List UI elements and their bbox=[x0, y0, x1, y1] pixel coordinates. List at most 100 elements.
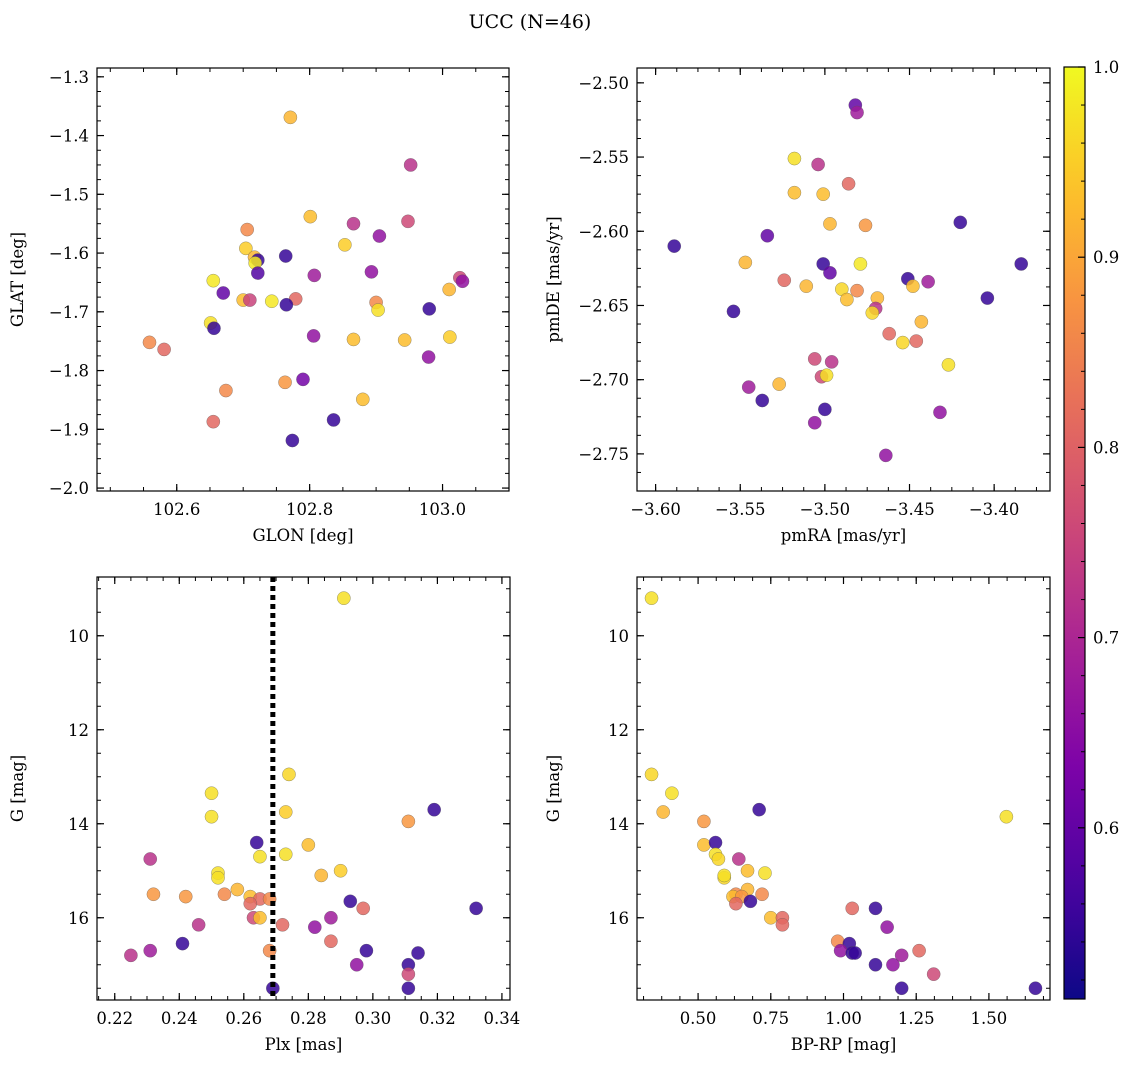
scatter-point bbox=[697, 814, 711, 829]
scatter-point bbox=[282, 767, 296, 782]
scatter-point bbox=[906, 279, 920, 294]
colorbar-tick-label: 0.9 bbox=[1093, 248, 1119, 267]
x-tick-label: 1.25 bbox=[898, 1009, 935, 1028]
axes-frame bbox=[96, 67, 510, 492]
scatter-point bbox=[894, 981, 909, 996]
scatter-point bbox=[303, 209, 318, 224]
scatter-point bbox=[763, 910, 778, 925]
scatter-point bbox=[219, 383, 233, 398]
scatter-point bbox=[644, 591, 659, 606]
scatter-point bbox=[278, 249, 293, 263]
scatter-point bbox=[665, 786, 679, 801]
scatter-point bbox=[816, 187, 831, 202]
data-layer bbox=[124, 577, 483, 1000]
scatter-point bbox=[343, 894, 358, 909]
scatter-point bbox=[644, 767, 659, 782]
x-tick-label: 0.26 bbox=[225, 1009, 262, 1028]
x-tick-label: −3.40 bbox=[969, 500, 1020, 519]
colorbar-frame bbox=[1063, 66, 1086, 1000]
y-tick-label: 14 bbox=[68, 815, 89, 834]
scatter-point bbox=[708, 835, 723, 850]
scatter-point bbox=[741, 380, 756, 394]
x-axis-label: GLON [deg] bbox=[252, 526, 353, 545]
scatter-point bbox=[726, 304, 741, 319]
scatter-point bbox=[878, 448, 893, 463]
scatter-point bbox=[143, 852, 158, 866]
scatter-point bbox=[469, 901, 483, 916]
scatter-point bbox=[799, 279, 814, 294]
scatter-point bbox=[283, 110, 298, 125]
x-tick-label: −3.45 bbox=[884, 500, 935, 519]
scatter-point bbox=[359, 943, 374, 958]
y-tick-label: 12 bbox=[608, 721, 629, 740]
scatter-point bbox=[729, 896, 743, 911]
scatter-point bbox=[731, 852, 746, 866]
panel-bprp-g: 0.50 0.75 1.00 1.25 1.50 10 12 14 16 BP-RP [mag] G… bbox=[544, 576, 1051, 1054]
scatter-point bbox=[243, 896, 258, 911]
scatter-point bbox=[146, 887, 161, 902]
axes-frame bbox=[96, 576, 511, 1001]
scatter-point bbox=[355, 392, 370, 407]
scatter-point bbox=[421, 350, 436, 364]
scatter-point bbox=[364, 265, 379, 279]
y-tick-label: −2.50 bbox=[578, 74, 629, 93]
scatter-point bbox=[787, 185, 802, 200]
scatter-point bbox=[204, 809, 219, 824]
scatter-point bbox=[204, 786, 219, 801]
scatter-point bbox=[124, 948, 138, 963]
scatter-point bbox=[307, 268, 322, 283]
scatter-point bbox=[443, 330, 457, 344]
scatter-point bbox=[240, 222, 255, 237]
scatter-point bbox=[191, 917, 206, 932]
x-tick-label: 0.50 bbox=[680, 1009, 717, 1028]
x-tick-label: 0.34 bbox=[484, 1009, 521, 1028]
scatter-point bbox=[175, 936, 190, 951]
scatter-point bbox=[333, 863, 348, 878]
scatter-point bbox=[711, 852, 726, 866]
scatter-point bbox=[697, 838, 711, 852]
y-tick-label: −1.8 bbox=[49, 362, 89, 381]
scatter-point bbox=[921, 274, 935, 289]
scatter-point bbox=[895, 335, 910, 350]
x-tick-label: −3.55 bbox=[715, 500, 766, 519]
colorbar-tick-label: 0.6 bbox=[1093, 819, 1119, 838]
scatter-point bbox=[285, 433, 300, 448]
scatter-point bbox=[401, 214, 415, 229]
scatter-point bbox=[743, 894, 758, 909]
scatter-point bbox=[427, 802, 442, 817]
x-tick-label: 1.50 bbox=[971, 1009, 1008, 1028]
scatter-point bbox=[833, 943, 848, 958]
scatter-point bbox=[807, 415, 822, 430]
scatter-point bbox=[811, 157, 825, 172]
x-tick-label: 1.00 bbox=[825, 1009, 862, 1028]
scatter-point bbox=[346, 216, 361, 231]
y-tick-label: −2.0 bbox=[49, 479, 89, 498]
scatter-point bbox=[775, 917, 790, 932]
scatter-point bbox=[894, 948, 909, 963]
scatter-point bbox=[933, 405, 947, 420]
scatter-point bbox=[772, 377, 787, 391]
scatter-point bbox=[279, 297, 294, 312]
x-axis-label: BP-RP [mag] bbox=[791, 1035, 897, 1054]
scatter-point bbox=[336, 591, 351, 606]
scatter-point bbox=[865, 306, 880, 320]
scatter-point bbox=[397, 333, 412, 347]
x-tick-label: 0.75 bbox=[752, 1009, 789, 1028]
y-axis-label: G [mag] bbox=[544, 755, 563, 822]
scatter-point bbox=[217, 887, 232, 902]
data-layer bbox=[142, 110, 470, 448]
x-tick-label: 0.32 bbox=[419, 1009, 456, 1028]
scatter-point bbox=[840, 292, 854, 307]
scatter-point bbox=[858, 218, 873, 233]
scatter-point bbox=[401, 814, 416, 829]
x-tick-label: −3.60 bbox=[630, 500, 681, 519]
y-tick-label: 16 bbox=[608, 909, 629, 928]
scatter-point bbox=[912, 943, 926, 958]
y-tick-label: 10 bbox=[608, 627, 629, 646]
x-tick-label: 102.8 bbox=[286, 500, 333, 519]
scatter-point bbox=[442, 282, 457, 297]
colorbar-tick-label: 0.7 bbox=[1093, 629, 1119, 648]
scatter-point bbox=[845, 901, 860, 916]
scatter-point bbox=[275, 917, 290, 932]
